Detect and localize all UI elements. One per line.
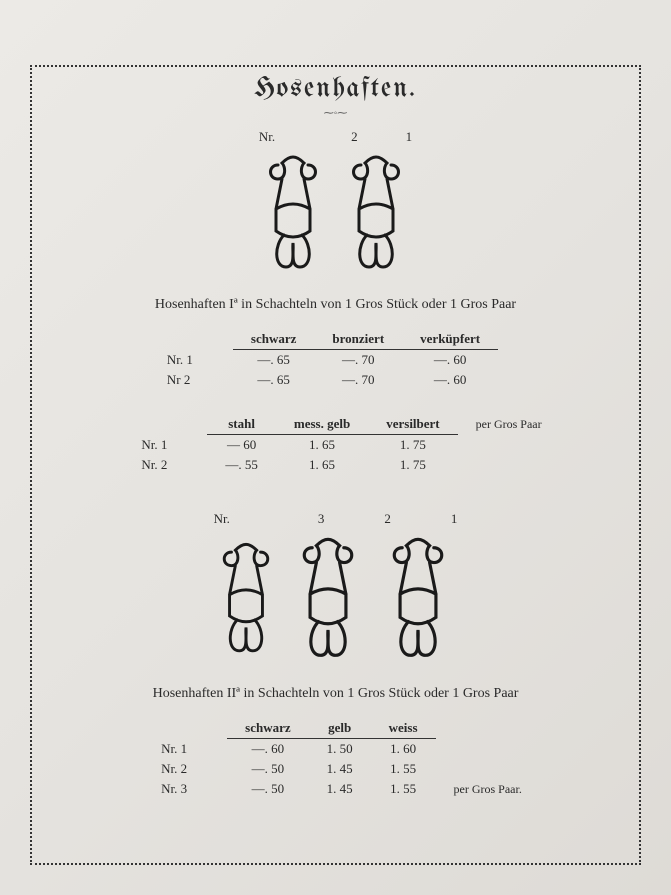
caption-1: Hosenhaften Iª in Schachteln von 1 Gros …	[50, 297, 621, 313]
row-label: Nr. 2	[161, 759, 227, 779]
th: gelb	[309, 718, 371, 739]
th: schwarz	[233, 329, 315, 350]
cell: 1. 75	[368, 455, 457, 475]
table-2-wrap: schwarz gelb weiss Nr. 1 —. 60 1. 50 1. …	[50, 718, 621, 799]
cell: —. 70	[314, 350, 402, 371]
hook-illustration	[262, 151, 324, 279]
cell: —. 65	[233, 370, 315, 390]
cell: 1. 45	[309, 759, 371, 779]
price-table-1a: schwarz bronziert verküpfert Nr. 1 —. 65…	[167, 329, 534, 390]
row-label: Nr. 1	[167, 350, 233, 371]
hook-illustration	[342, 151, 410, 279]
table-row: Nr. 3 —. 50 1. 45 1. 55 per Gros Paar.	[161, 779, 540, 799]
cell: —. 50	[227, 759, 309, 779]
table-row: Nr. 2 —. 55 1. 65 1. 75	[141, 455, 559, 475]
th: schwarz	[227, 718, 309, 739]
price-table-2: schwarz gelb weiss Nr. 1 —. 60 1. 50 1. …	[161, 718, 540, 799]
th: stahl	[207, 414, 276, 435]
cell: 1. 65	[276, 455, 368, 475]
cell: — 60	[207, 435, 276, 456]
table-row: Nr. 1 —. 60 1. 50 1. 60	[161, 739, 540, 760]
cell: 1. 55	[371, 779, 436, 799]
fig2-num-b: 2	[384, 511, 391, 527]
th: verküpfert	[402, 329, 498, 350]
fig2-labels: Nr. 3 2 1	[50, 511, 621, 527]
fig2-num-c: 1	[451, 511, 458, 527]
cell: —. 55	[207, 455, 276, 475]
cell: —. 60	[227, 739, 309, 760]
cell: —. 50	[227, 779, 309, 799]
nr-label-1: Nr.	[259, 129, 275, 145]
page-content: Hosenhaften. ⁓◦⁓ Nr. 2 1 Hosenhaften Iª …	[50, 75, 621, 813]
th: bronziert	[314, 329, 402, 350]
cell: —. 60	[402, 350, 498, 371]
caption-2: Hosenhaften IIª in Schachteln von 1 Gros…	[50, 686, 621, 702]
table-row: Nr 2 —. 65 —. 70 —. 60	[167, 370, 534, 390]
row-label: Nr. 1	[141, 435, 207, 456]
row-label: Nr. 3	[161, 779, 227, 799]
fig-row-2	[50, 533, 621, 668]
th: versilbert	[368, 414, 457, 435]
row-label: Nr. 1	[161, 739, 227, 760]
fig2-num-a: 3	[318, 511, 325, 527]
cell: 1. 45	[309, 779, 371, 799]
cell: 1. 60	[371, 739, 436, 760]
th: mess. gelb	[276, 414, 368, 435]
table-1b-wrap: stahl mess. gelb versilbert per Gros Paa…	[50, 414, 621, 475]
table-row: Nr. 1 —. 65 —. 70 —. 60	[167, 350, 534, 371]
cell: 1. 50	[309, 739, 371, 760]
page-title: Hosenhaften.	[50, 75, 621, 104]
row-label: Nr. 2	[141, 455, 207, 475]
fig1-num-a: 2	[351, 129, 358, 145]
catalog-page: Hosenhaften. ⁓◦⁓ Nr. 2 1 Hosenhaften Iª …	[0, 0, 671, 895]
hook-illustration	[216, 533, 276, 668]
fig1-labels: Nr. 2 1	[50, 129, 621, 145]
nr-label-2: Nr.	[214, 511, 230, 527]
fig-row-1	[50, 151, 621, 279]
fig1-num-b: 1	[406, 129, 413, 145]
cell: —. 70	[314, 370, 402, 390]
hook-illustration	[294, 533, 362, 668]
cell: —. 65	[233, 350, 315, 371]
th: weiss	[371, 718, 436, 739]
title-ornament: ⁓◦⁓	[50, 108, 621, 119]
cell: 1. 55	[371, 759, 436, 779]
table-1a-wrap: schwarz bronziert verküpfert Nr. 1 —. 65…	[50, 329, 621, 390]
hook-illustration	[380, 533, 456, 668]
price-table-1b: stahl mess. gelb versilbert per Gros Paa…	[141, 414, 559, 475]
table-row: Nr. 2 —. 50 1. 45 1. 55	[161, 759, 540, 779]
table-row: Nr. 1 — 60 1. 65 1. 75	[141, 435, 559, 456]
cell: 1. 65	[276, 435, 368, 456]
cell: —. 60	[402, 370, 498, 390]
right-note: per Gros Paar.	[436, 779, 540, 799]
row-label: Nr 2	[167, 370, 233, 390]
right-note: per Gros Paar	[458, 414, 560, 435]
cell: 1. 75	[368, 435, 457, 456]
